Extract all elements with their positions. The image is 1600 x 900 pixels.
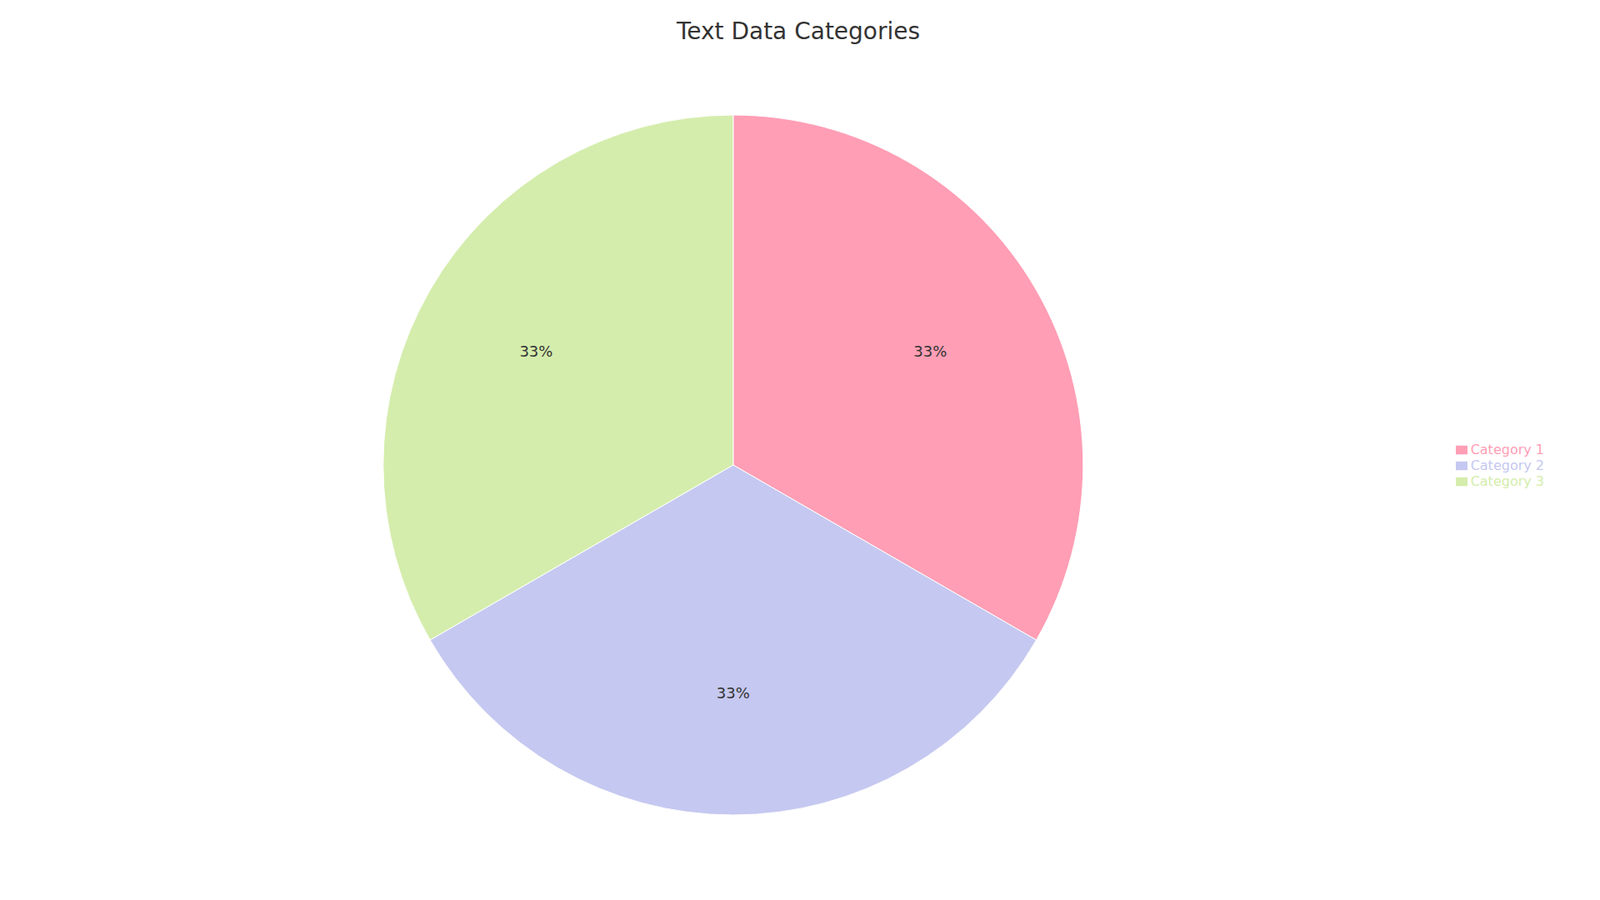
html-text:Text Data Categories: Text Data Categories xyxy=(676,17,921,45)
html-text:Category 3: Category 3 xyxy=(1470,472,1545,489)
html-text:Category 1: Category 1 xyxy=(1470,441,1545,458)
svg-text:33%: 33% xyxy=(716,684,750,702)
svg-text:33%: 33% xyxy=(519,342,553,360)
html-text:Category 2: Category 2 xyxy=(1470,457,1545,473)
svg-text:33%: 33% xyxy=(913,342,947,360)
